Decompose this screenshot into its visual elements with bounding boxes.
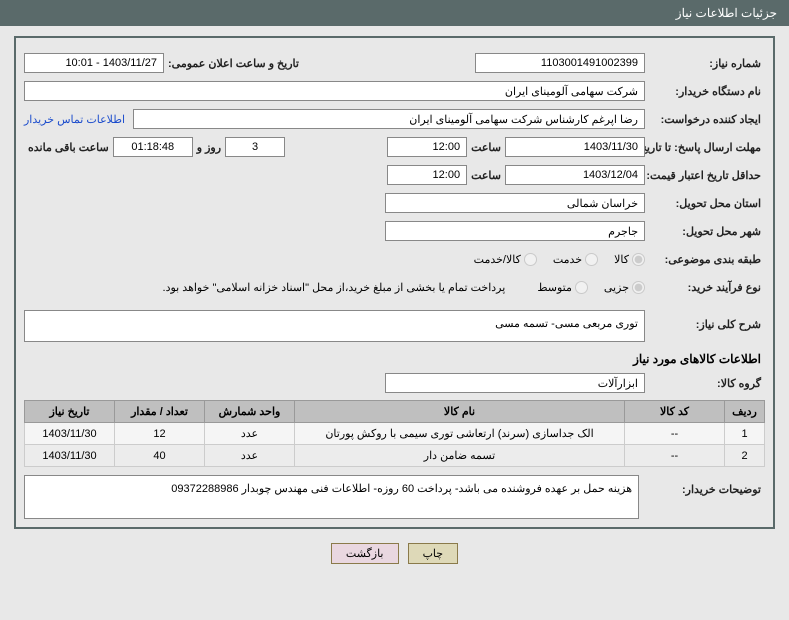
time-label-2: ساعت bbox=[467, 169, 505, 182]
back-button[interactable]: بازگشت bbox=[331, 543, 399, 564]
validity-label: حداقل تاریخ اعتبار قیمت: تا تاریخ: bbox=[645, 169, 765, 182]
table-header: واحد شمارش bbox=[205, 401, 295, 423]
table-cell: -- bbox=[625, 423, 725, 445]
table-cell: 1403/11/30 bbox=[25, 445, 115, 467]
button-row: چاپ بازگشت bbox=[0, 543, 789, 564]
days-field: 3 bbox=[225, 137, 285, 157]
cat-goods-label: کالا bbox=[614, 253, 629, 266]
table-row: 2--تسمه ضامن دارعدد401403/11/30 bbox=[25, 445, 765, 467]
table-row: 1--الک جداسازی (سرند) ارتعاشی توری سیمی … bbox=[25, 423, 765, 445]
cat-both-radio bbox=[524, 253, 537, 266]
buyer-org-field: شرکت سهامی آلومینای ایران bbox=[24, 81, 645, 101]
cat-service-label: خدمت bbox=[553, 253, 582, 266]
panel-header: جزئیات اطلاعات نیاز bbox=[0, 0, 789, 26]
group-field: ابزارآلات bbox=[385, 373, 645, 393]
proc-small-radio bbox=[632, 281, 645, 294]
table-cell: الک جداسازی (سرند) ارتعاشی توری سیمی با … bbox=[295, 423, 625, 445]
cat-goods-radio bbox=[632, 253, 645, 266]
validity-date-field: 1403/12/04 bbox=[505, 165, 645, 185]
table-cell: -- bbox=[625, 445, 725, 467]
deadline-time-field: 12:00 bbox=[387, 137, 467, 157]
province-field: خراسان شمالی bbox=[385, 193, 645, 213]
remain-label: ساعت باقی مانده bbox=[24, 141, 113, 154]
table-header: تاریخ نیاز bbox=[25, 401, 115, 423]
overall-label: شرح کلی نیاز: bbox=[645, 310, 765, 331]
table-header: تعداد / مقدار bbox=[115, 401, 205, 423]
cat-service-radio bbox=[585, 253, 598, 266]
days-label: روز و bbox=[193, 141, 225, 154]
announce-field: 1403/11/27 - 10:01 bbox=[24, 53, 164, 73]
time-label-1: ساعت bbox=[467, 141, 505, 154]
announce-label: تاریخ و ساعت اعلان عمومی: bbox=[164, 57, 303, 70]
table-header: ردیف bbox=[725, 401, 765, 423]
main-panel: شماره نیاز: 1103001491002399 تاریخ و ساع… bbox=[14, 36, 775, 529]
table-cell: عدد bbox=[205, 445, 295, 467]
buyer-org-label: نام دستگاه خریدار: bbox=[645, 85, 765, 98]
need-no-label: شماره نیاز: bbox=[645, 57, 765, 70]
requester-label: ایجاد کننده درخواست: bbox=[645, 113, 765, 126]
items-table: ردیفکد کالانام کالاواحد شمارشتعداد / مقد… bbox=[24, 400, 765, 467]
process-label: نوع فرآیند خرید: bbox=[645, 281, 765, 294]
table-cell: 12 bbox=[115, 423, 205, 445]
validity-time-field: 12:00 bbox=[387, 165, 467, 185]
buyer-desc-box: هزینه حمل بر عهده فروشنده می باشد- پرداخ… bbox=[24, 475, 639, 519]
deadline-label: مهلت ارسال پاسخ: تا تاریخ: bbox=[645, 141, 765, 154]
panel-title: جزئیات اطلاعات نیاز bbox=[676, 6, 777, 20]
cat-both-label: کالا/خدمت bbox=[474, 253, 521, 266]
table-cell: 40 bbox=[115, 445, 205, 467]
items-section-title: اطلاعات کالاهای مورد نیاز bbox=[28, 352, 761, 366]
proc-small-label: جزیی bbox=[604, 281, 629, 294]
contact-link[interactable]: اطلاعات تماس خریدار bbox=[24, 113, 125, 126]
buyer-desc-label: توضیحات خریدار: bbox=[645, 475, 765, 496]
proc-medium-radio bbox=[575, 281, 588, 294]
countdown-field: 01:18:48 bbox=[113, 137, 193, 157]
proc-medium-label: متوسط bbox=[537, 281, 572, 294]
table-cell: عدد bbox=[205, 423, 295, 445]
process-radios: جزیی متوسط bbox=[525, 281, 645, 294]
city-label: شهر محل تحویل: bbox=[645, 225, 765, 238]
deadline-date-field: 1403/11/30 bbox=[505, 137, 645, 157]
requester-field: رضا اپرغم کارشناس شرکت سهامی آلومینای ای… bbox=[133, 109, 645, 129]
table-cell: 1 bbox=[725, 423, 765, 445]
overall-desc-box: توری مربعی مسی- تسمه مسی bbox=[24, 310, 645, 342]
table-header: کد کالا bbox=[625, 401, 725, 423]
print-button[interactable]: چاپ bbox=[408, 543, 459, 564]
table-cell: تسمه ضامن دار bbox=[295, 445, 625, 467]
city-field: جاجرم bbox=[385, 221, 645, 241]
table-cell: 1403/11/30 bbox=[25, 423, 115, 445]
payment-note: پرداخت تمام یا بخشی از مبلغ خرید،از محل … bbox=[163, 281, 506, 294]
table-cell: 2 bbox=[725, 445, 765, 467]
need-no-field: 1103001491002399 bbox=[475, 53, 645, 73]
group-label: گروه کالا: bbox=[645, 377, 765, 390]
province-label: استان محل تحویل: bbox=[645, 197, 765, 210]
category-label: طبقه بندی موضوعی: bbox=[645, 253, 765, 266]
category-radios: کالا خدمت کالا/خدمت bbox=[462, 253, 645, 266]
table-header: نام کالا bbox=[295, 401, 625, 423]
